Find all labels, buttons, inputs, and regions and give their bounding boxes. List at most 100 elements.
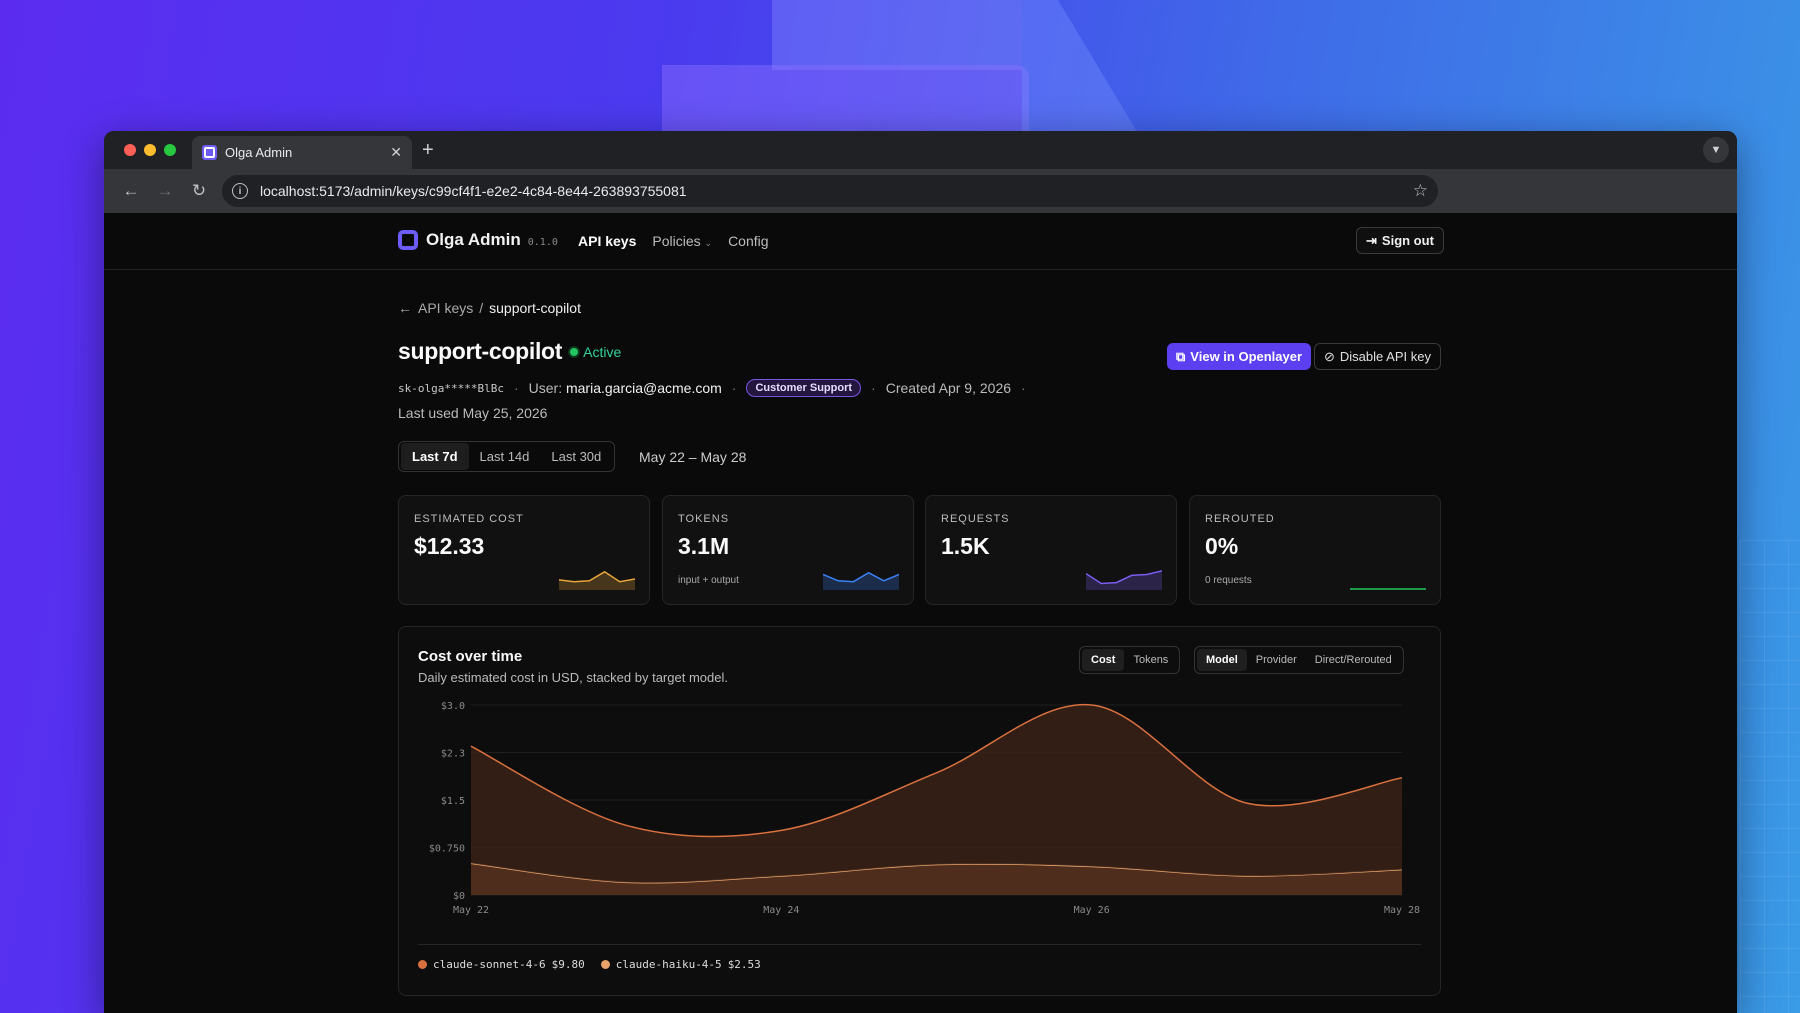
maximize-window-button[interactable] bbox=[164, 144, 176, 156]
key-meta: sk-olga*****BlBc · User: maria.garcia@ac… bbox=[398, 379, 1026, 397]
legend-item-haiku[interactable]: claude-haiku-4-5 $2.53 bbox=[600, 958, 761, 971]
back-arrow-icon[interactable]: ← bbox=[122, 181, 140, 200]
status-label: Active bbox=[583, 343, 622, 360]
range-last-7d[interactable]: Last 7d bbox=[401, 443, 469, 470]
version-label: 0.1.0 bbox=[527, 237, 558, 248]
sparkline-line bbox=[559, 570, 635, 583]
browser-toolbar: ← → ↻ i localhost:5173/admin/keys/c99cf4… bbox=[104, 169, 1737, 213]
stat-value: 3.1M bbox=[678, 533, 730, 559]
status-dot-icon bbox=[570, 347, 579, 356]
chart-subtitle: Daily estimated cost in USD, stacked by … bbox=[418, 670, 728, 685]
favicon-icon bbox=[202, 145, 217, 160]
metric-cost[interactable]: Cost bbox=[1082, 649, 1125, 671]
stat-value: $12.33 bbox=[414, 533, 485, 559]
y-tick-label: $2.3 bbox=[441, 749, 465, 760]
external-link-icon: ⧉ bbox=[1176, 348, 1186, 364]
legend-label: claude-haiku-4-5 bbox=[615, 958, 722, 971]
sparkline-line bbox=[1086, 570, 1162, 585]
chart-title: Cost over time bbox=[418, 648, 523, 665]
background-shape bbox=[662, 65, 1029, 140]
browser-window: Olga Admin ✕ + ▼ ← → ↻ i localhost:5173/… bbox=[104, 131, 1737, 1013]
new-tab-icon[interactable]: + bbox=[422, 139, 434, 161]
stacked-area-chart: $0 $0.750 $1.5 $2.3 $3.0 May 22 May 24 May 26 Ma… bbox=[429, 701, 1420, 916]
range-last-14d[interactable]: Last 14d bbox=[479, 449, 530, 464]
breadcrumb-parent[interactable]: API keys bbox=[418, 300, 474, 316]
legend-item-sonnet[interactable]: claude-sonnet-4-6 $9.80 bbox=[418, 958, 585, 971]
time-range-selector: Last 7d Last 14d Last 30d bbox=[398, 441, 616, 472]
tab-title: Olga Admin bbox=[225, 145, 293, 160]
reload-icon[interactable]: ↻ bbox=[191, 181, 207, 200]
address-bar[interactable]: i localhost:5173/admin/keys/c99cf4f1-e2e… bbox=[222, 175, 1438, 207]
x-tick-label: May 28 bbox=[1384, 905, 1420, 916]
chart-legend: claude-sonnet-4-6 $9.80 claude-haiku-4-5… bbox=[418, 958, 761, 971]
date-range-label: May 22 – May 28 bbox=[639, 449, 747, 465]
area-claude-sonnet-4-6 bbox=[471, 704, 1402, 883]
forward-arrow-icon[interactable]: → bbox=[156, 181, 174, 200]
last-used: Last used May 25, 2026 bbox=[398, 405, 548, 421]
background-shape bbox=[1022, 0, 1142, 140]
meta-separator: · bbox=[1021, 380, 1026, 396]
legend-label: claude-sonnet-4-6 bbox=[433, 958, 546, 971]
stat-label: REQUESTS bbox=[941, 513, 1010, 525]
y-tick-label: $1.5 bbox=[441, 796, 465, 807]
nav-api-keys[interactable]: API keys bbox=[578, 233, 637, 249]
breadcrumb-separator: / bbox=[479, 300, 484, 316]
masked-key: sk-olga*****BlBc bbox=[398, 381, 504, 395]
browser-tab[interactable]: Olga Admin ✕ bbox=[192, 136, 412, 169]
group-provider[interactable]: Provider bbox=[1255, 654, 1297, 666]
close-tab-icon[interactable]: ✕ bbox=[390, 144, 402, 160]
group-direct-rerouted[interactable]: Direct/Rerouted bbox=[1314, 654, 1392, 666]
stat-sub: input + output bbox=[678, 575, 739, 586]
view-in-openlayer-button[interactable]: ⧉ View in Openlayer bbox=[1167, 343, 1312, 370]
user-email: maria.garcia@acme.com bbox=[565, 380, 722, 396]
disable-api-key-button[interactable]: ⊘ Disable API key bbox=[1314, 343, 1441, 370]
breadcrumb-current: support-copilot bbox=[489, 300, 581, 316]
background-shape bbox=[772, 0, 1022, 70]
back-arrow-icon[interactable]: ← bbox=[398, 300, 412, 316]
stat-value: 0% bbox=[1205, 533, 1239, 559]
stat-label: ESTIMATED COST bbox=[414, 513, 524, 525]
minimize-window-button[interactable] bbox=[144, 144, 156, 156]
close-window-button[interactable] bbox=[124, 144, 136, 156]
legend-dot bbox=[600, 960, 610, 969]
legend-total: $9.80 bbox=[551, 958, 585, 971]
tab-search-chevron-icon[interactable]: ▼ bbox=[1703, 137, 1729, 163]
stat-value: 1.5K bbox=[941, 533, 990, 559]
stat-label: REROUTED bbox=[1205, 513, 1275, 525]
disable-icon: ⊘ bbox=[1324, 348, 1335, 364]
sign-out-icon: ⇥ bbox=[1366, 232, 1377, 248]
stat-card-tokens: TOKENS 3.1M input + output bbox=[662, 495, 914, 605]
sparkline-area bbox=[823, 572, 899, 590]
disable-api-key-label: Disable API key bbox=[1339, 349, 1431, 364]
group-toggle: Model Provider Direct/Rerouted bbox=[1194, 646, 1404, 674]
brand[interactable]: Olga Admin 0.1.0 bbox=[398, 230, 558, 250]
sparkline-area bbox=[559, 571, 635, 590]
brand-name: Olga Admin bbox=[426, 230, 521, 249]
meta-separator: · bbox=[871, 380, 876, 396]
sparkline bbox=[1350, 588, 1426, 590]
range-last-30d[interactable]: Last 30d bbox=[551, 449, 602, 464]
sparkline bbox=[1086, 570, 1162, 590]
stat-card-rerouted: REROUTED 0% 0 requests bbox=[1189, 495, 1441, 605]
metric-tokens[interactable]: Tokens bbox=[1133, 654, 1169, 666]
group-model[interactable]: Model bbox=[1197, 649, 1247, 671]
team-badge: Customer Support bbox=[746, 379, 862, 397]
app-page: Olga Admin 0.1.0 API keys Policies ⌄ Con… bbox=[104, 213, 1737, 1013]
site-info-icon[interactable]: i bbox=[232, 183, 248, 199]
top-navigation: Olga Admin 0.1.0 API keys Policies ⌄ Con… bbox=[104, 213, 1737, 270]
legend-divider bbox=[418, 944, 1421, 945]
nav-config[interactable]: Config bbox=[728, 233, 769, 249]
chevron-down-icon: ⌄ bbox=[704, 238, 713, 248]
page-title: support-copilot bbox=[398, 338, 563, 364]
sign-out-button[interactable]: ⇥ Sign out bbox=[1356, 227, 1444, 254]
y-tick-label: $0 bbox=[453, 891, 465, 902]
user-label: User: bbox=[528, 380, 563, 396]
user-info: User: maria.garcia@acme.com bbox=[529, 380, 722, 396]
nav-policies[interactable]: Policies ⌄ bbox=[652, 233, 712, 249]
view-in-openlayer-label: View in Openlayer bbox=[1190, 349, 1303, 364]
x-tick-label: May 24 bbox=[763, 905, 799, 916]
created-date: Created Apr 9, 2026 bbox=[885, 380, 1012, 396]
stat-card-requests: REQUESTS 1.5K bbox=[925, 495, 1177, 605]
sparkline bbox=[823, 571, 899, 590]
bookmark-star-icon[interactable]: ☆ bbox=[1412, 181, 1428, 200]
